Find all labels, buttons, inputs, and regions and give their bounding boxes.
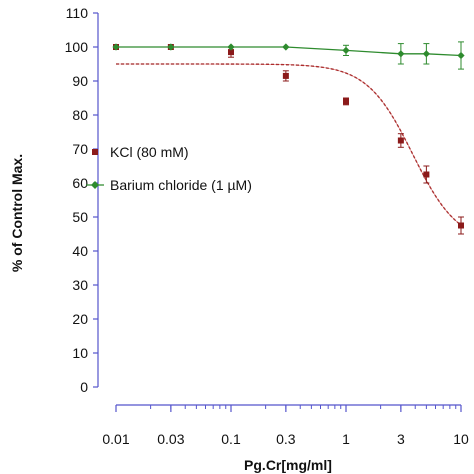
- barium-chloride-data-point: [342, 46, 350, 54]
- kcl-data-point: [397, 137, 404, 144]
- y-tick-label: 60: [72, 175, 88, 191]
- barium-chloride-data-point: [397, 50, 405, 58]
- x-ticks: 0.01 0.03 0.1 0.3 1 3 10: [102, 405, 469, 447]
- x-tick-label: 3: [397, 431, 405, 447]
- x-tick-label: 10: [453, 431, 469, 447]
- legend: KCl (80 mM) Barium chloride (1 µM): [86, 144, 252, 193]
- y-tick-label: 90: [72, 73, 88, 89]
- legend-label-barium-chloride: Barium chloride (1 µM): [110, 177, 252, 193]
- legend-item-barium-chloride: Barium chloride (1 µM): [86, 177, 252, 193]
- y-tick-label: 100: [65, 39, 89, 55]
- y-tick-label: 10: [72, 345, 88, 361]
- x-tick-label: 1: [342, 431, 350, 447]
- legend-item-kcl: KCl (80 mM): [92, 144, 189, 160]
- x-axis-title: Pg.Cr[mg/ml]: [244, 457, 332, 473]
- y-tick-label: 30: [72, 277, 88, 293]
- barium-chloride-data-point: [457, 51, 465, 60]
- barium-chloride-data-point: [112, 43, 120, 51]
- error-bars: [228, 41, 464, 235]
- barium-chloride-line: [116, 46, 462, 57]
- barium-chloride-data-point: [282, 43, 290, 51]
- kcl-fit-curve-highlight: [116, 63, 462, 226]
- y-tick-label: 110: [66, 5, 89, 21]
- x-tick-label: 0.3: [276, 431, 296, 447]
- kcl-data-point: [282, 72, 289, 79]
- y-tick-label: 70: [72, 141, 88, 157]
- barium-chloride-data-point: [167, 43, 175, 51]
- kcl-data-point: [228, 49, 234, 56]
- legend-marker-diamond: [91, 181, 99, 189]
- legend-label-kcl: KCl (80 mM): [110, 144, 189, 160]
- barium-chloride-data-point: [422, 50, 430, 58]
- y-axis-title: % of Control Max.: [9, 154, 25, 272]
- legend-marker-square: [92, 149, 98, 155]
- x-tick-label: 0.01: [102, 431, 129, 447]
- kcl-data-point: [423, 171, 430, 178]
- kcl-data-point: [458, 222, 464, 229]
- data-points: [112, 43, 465, 229]
- y-tick-label: 50: [72, 209, 88, 225]
- y-tick-label: 80: [72, 107, 88, 123]
- x-tick-label: 0.03: [157, 431, 184, 447]
- y-tick-label: 40: [72, 243, 88, 259]
- fit-lines: [116, 46, 462, 226]
- y-tick-label: 0: [80, 379, 88, 395]
- y-ticks: 0 10 20 30 40 50 60 70 80 90 100 110: [65, 5, 98, 395]
- x-tick-label: 0.1: [221, 431, 241, 447]
- kcl-data-point: [343, 98, 349, 105]
- barium-chloride-data-point: [227, 43, 235, 51]
- y-tick-label: 20: [72, 311, 88, 327]
